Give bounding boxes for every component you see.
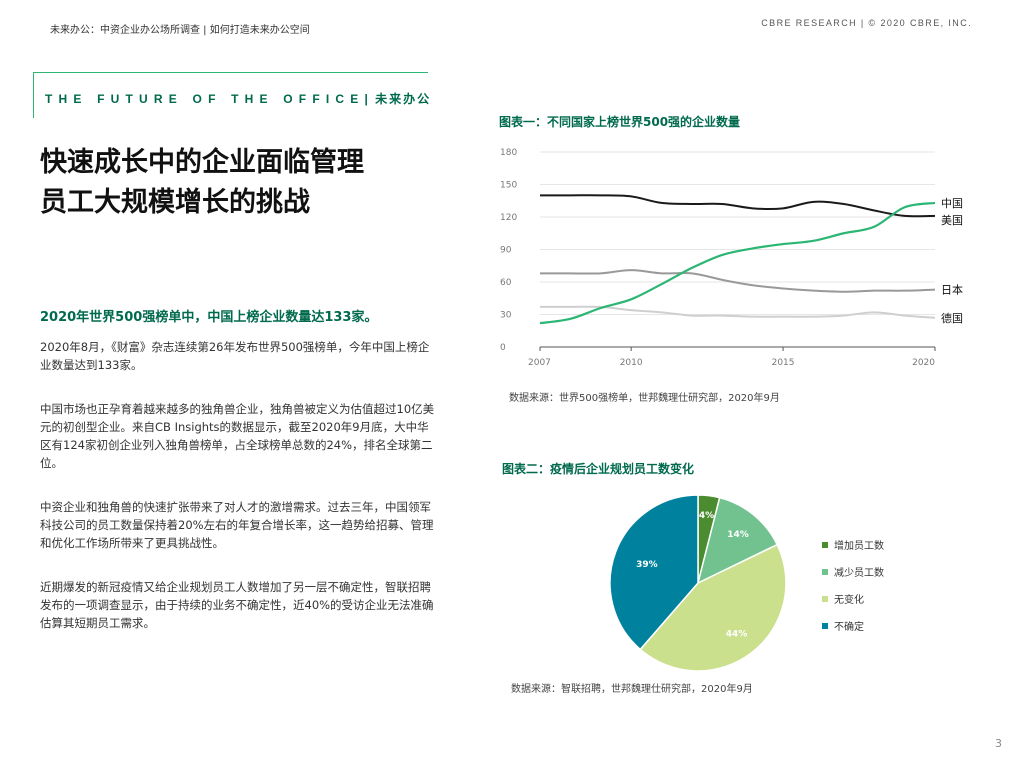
pie-slice [639,543,787,672]
paragraph-3: 中资企业和独角兽的快速扩张带来了对人才的激增需求。过去三年，中国领军科技公司的员… [40,500,434,550]
y-tick-label: 120 [500,213,517,223]
legend-swatch [822,542,828,548]
header-right: CBRE RESEARCH | © 2020 CBRE, INC. [761,18,972,28]
pie-slice [609,494,699,651]
y-tick-label: 150 [500,181,517,191]
banner-cn: | 未来办公 [364,92,432,106]
y-tick-label: 180 [500,148,517,158]
series-label: 日本 [941,283,963,297]
x-tick-label: 2007 [528,358,551,368]
legend-swatch [822,596,828,602]
slice-label: 4% [699,511,714,521]
pie-slice [696,496,779,585]
legend-label: 无变化 [834,593,864,606]
section-banner: THE FUTURE OF THE OFFICE| 未来办公 [45,90,431,107]
frame-line-horizontal [33,72,428,73]
y-tick-label: 0 [500,343,506,353]
paragraph-4: 近期爆发的新冠疫情又给企业规划员工人数增加了另一层不确定性，智联招聘发布的一项调… [40,580,434,630]
slice-label: 39% [636,560,658,570]
page-title: 快速成长中的企业面临管理 员工大规模增长的挑战 [40,143,440,223]
series-label: 美国 [941,214,963,227]
legend-swatch [822,569,828,575]
chart1-source: 数据来源：世界500强榜单，世邦魏理仕研究部，2020年9月 [509,393,780,404]
paragraph-1: 2020年8月，《财富》杂志连续第26年发布世界500强榜单，今年中国上榜企业数… [40,340,430,372]
legend-label: 不确定 [834,620,864,633]
series-label: 中国 [941,197,963,210]
header-left: 未来办公：中资企业办公场所调查 | 如何打造未来办公空间 [50,25,310,36]
series-line-0 [539,201,936,325]
banner-en: THE FUTURE OF THE OFFICE [45,92,365,106]
slice-label: 14% [727,530,749,540]
y-tick-label: 90 [500,246,512,256]
series-label: 德国 [941,311,963,325]
x-tick-label: 2015 [772,358,795,368]
series-line-2 [539,269,936,293]
chart2-source: 数据来源：智联招聘，世邦魏理仕研究部，2020年9月 [511,684,753,695]
title-line-1: 快速成长中的企业面临管理 [40,147,364,178]
subheading: 2020年世界500强榜单中，中国上榜企业数量达133家。 [40,310,378,325]
chart1-title: 图表一：不同国家上榜世界500强的企业数量 [499,115,741,129]
legend-label: 减少员工数 [834,566,884,579]
y-tick-label: 30 [500,311,512,321]
series-line-1 [540,194,936,218]
x-tick-label: 2020 [912,358,935,368]
chart2-title: 图表二：疫情后企业规划员工数变化 [502,462,695,476]
page-number: 3 [995,737,1002,750]
legend-label: 增加员工数 [834,539,884,552]
title-line-2: 员工大规模增长的挑战 [40,187,310,218]
legend-swatch [822,623,828,629]
x-tick-label: 2010 [620,358,643,368]
slice-label: 44% [726,629,748,639]
y-tick-label: 60 [500,278,512,288]
paragraph-2: 中国市场也正孕育着越来越多的独角兽企业，独角兽被定义为估值超过10亿美元的初创型… [40,402,435,470]
frame-line-vertical [33,72,34,118]
